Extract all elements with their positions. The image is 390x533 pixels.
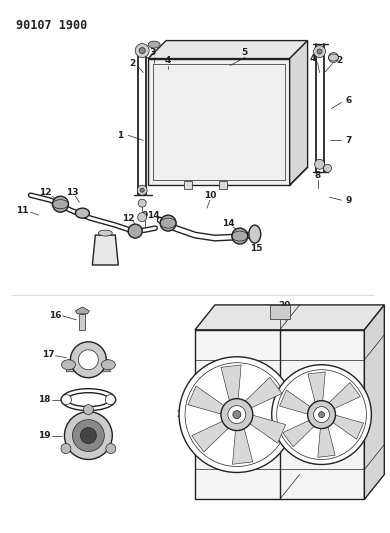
Text: 16: 16 <box>49 311 62 320</box>
Ellipse shape <box>101 360 115 370</box>
Polygon shape <box>364 305 384 499</box>
Circle shape <box>73 419 104 451</box>
Polygon shape <box>290 41 308 185</box>
Circle shape <box>138 199 146 207</box>
Ellipse shape <box>75 208 89 218</box>
Text: 9: 9 <box>142 211 148 220</box>
Ellipse shape <box>98 230 112 236</box>
Text: 14: 14 <box>222 219 234 228</box>
Text: 4: 4 <box>165 56 171 65</box>
Text: 11: 11 <box>16 206 29 215</box>
Circle shape <box>324 164 332 172</box>
Polygon shape <box>328 383 360 409</box>
Circle shape <box>315 159 324 169</box>
Circle shape <box>308 401 335 429</box>
Text: 7: 7 <box>345 136 352 145</box>
Circle shape <box>83 405 93 415</box>
Circle shape <box>319 411 324 417</box>
Ellipse shape <box>61 389 116 410</box>
Circle shape <box>328 53 339 62</box>
Polygon shape <box>332 415 363 439</box>
Circle shape <box>80 427 96 443</box>
Circle shape <box>62 394 71 405</box>
Polygon shape <box>195 305 384 330</box>
Polygon shape <box>148 59 290 185</box>
Circle shape <box>71 342 106 378</box>
Text: 4: 4 <box>309 54 316 63</box>
Polygon shape <box>232 427 253 464</box>
Ellipse shape <box>249 225 261 243</box>
Circle shape <box>106 443 116 454</box>
Circle shape <box>272 365 371 464</box>
Circle shape <box>221 399 253 431</box>
Text: 1: 1 <box>117 131 123 140</box>
Text: 18: 18 <box>38 395 51 404</box>
Polygon shape <box>248 415 286 443</box>
Text: 8: 8 <box>314 171 321 180</box>
Text: 13: 13 <box>66 188 79 197</box>
Text: 3: 3 <box>149 48 155 57</box>
Circle shape <box>160 215 176 231</box>
Text: 6: 6 <box>345 96 351 105</box>
Polygon shape <box>75 307 89 314</box>
Circle shape <box>228 406 246 424</box>
Ellipse shape <box>62 360 75 370</box>
Circle shape <box>233 410 241 418</box>
Text: 14: 14 <box>147 211 160 220</box>
Ellipse shape <box>67 393 109 407</box>
Text: 17: 17 <box>42 350 55 359</box>
Polygon shape <box>92 235 118 265</box>
Polygon shape <box>221 365 241 402</box>
Polygon shape <box>66 360 110 372</box>
Circle shape <box>137 185 147 195</box>
Text: 2: 2 <box>129 59 135 68</box>
FancyBboxPatch shape <box>270 305 290 319</box>
Text: 12: 12 <box>122 214 135 223</box>
Circle shape <box>138 213 147 222</box>
Circle shape <box>128 224 142 238</box>
Polygon shape <box>188 386 225 415</box>
FancyBboxPatch shape <box>184 181 192 189</box>
Ellipse shape <box>148 41 160 48</box>
Text: 20: 20 <box>278 301 291 310</box>
Circle shape <box>140 188 144 192</box>
Text: 90107 1900: 90107 1900 <box>16 19 87 31</box>
Polygon shape <box>280 390 312 415</box>
Circle shape <box>105 394 115 405</box>
Circle shape <box>135 44 149 58</box>
Text: 10: 10 <box>204 191 216 200</box>
Circle shape <box>317 49 322 54</box>
Polygon shape <box>283 419 316 447</box>
Circle shape <box>314 46 326 58</box>
Text: 21: 21 <box>176 410 188 419</box>
Circle shape <box>78 350 98 370</box>
Circle shape <box>179 357 294 472</box>
Text: 9: 9 <box>345 196 352 205</box>
Text: 5: 5 <box>242 48 248 57</box>
Polygon shape <box>192 421 230 452</box>
Circle shape <box>53 196 69 212</box>
Circle shape <box>139 47 145 53</box>
Circle shape <box>61 443 71 454</box>
Text: 15: 15 <box>250 244 262 253</box>
FancyBboxPatch shape <box>219 181 227 189</box>
Polygon shape <box>148 41 308 59</box>
Polygon shape <box>244 377 282 409</box>
Text: 2: 2 <box>336 56 342 65</box>
Circle shape <box>232 228 248 244</box>
Polygon shape <box>308 372 325 404</box>
Text: 19: 19 <box>38 431 51 440</box>
Polygon shape <box>318 425 335 457</box>
Circle shape <box>64 411 112 459</box>
Text: 12: 12 <box>39 188 52 197</box>
Circle shape <box>314 407 330 423</box>
FancyBboxPatch shape <box>80 314 85 330</box>
Polygon shape <box>195 330 364 499</box>
